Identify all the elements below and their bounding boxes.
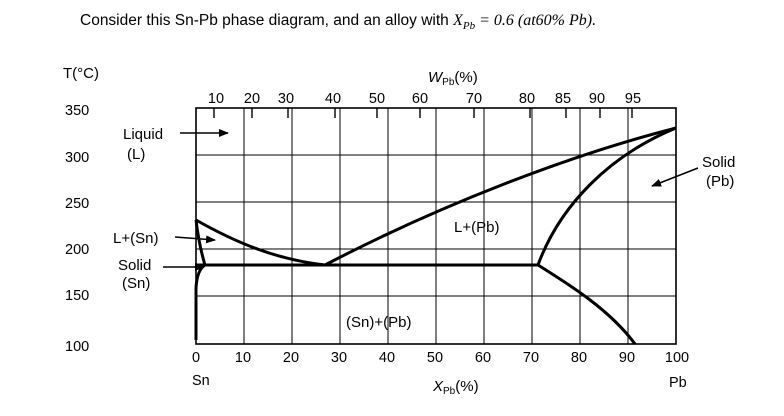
- bottom-tick-labels: 0 10 20 30 40 50 60 70 80 90 100: [192, 350, 689, 366]
- top-axis-label: WPb(%): [428, 69, 478, 88]
- top-ticks: [213, 108, 633, 118]
- y-tick-labels: 350 300 250 200 150 100: [65, 103, 89, 355]
- bottom-tick-60: 60: [475, 350, 491, 366]
- horizontal-grid: [196, 154, 676, 297]
- top-tick-85: 85: [555, 91, 571, 107]
- bottom-tick-100: 100: [665, 350, 689, 366]
- solvus-sn-lower: [194, 263, 206, 340]
- region-liquid: Liquid: [123, 126, 163, 143]
- region-solid-pb-sym: (Pb): [706, 173, 734, 190]
- region-solid-sn: Solid: [118, 257, 151, 274]
- liquidus-pb-side: [324, 126, 677, 267]
- arrow-solid-pb: [651, 167, 699, 187]
- region-solid-sn-sym: (Sn): [122, 275, 150, 292]
- solidus-sn: [194, 219, 207, 266]
- y-tick-200: 200: [65, 242, 89, 258]
- bottom-axis-label: XPb(%): [432, 378, 479, 397]
- bottom-tick-70: 70: [523, 350, 539, 366]
- top-tick-95: 95: [625, 91, 641, 107]
- bottom-tick-20: 20: [283, 350, 299, 366]
- region-sn-pb: (Sn)+(Pb): [346, 314, 411, 331]
- vertical-grid: [243, 108, 629, 344]
- region-solid-pb: Solid: [702, 154, 735, 171]
- left-element-label: Sn: [192, 373, 210, 389]
- top-tick-40: 40: [325, 91, 341, 107]
- label-arrows: [163, 129, 699, 271]
- top-tick-labels: 10 20 30 40 50 60 70 80 85 90 95: [208, 91, 641, 107]
- top-tick-80: 80: [519, 91, 535, 107]
- top-tick-30: 30: [278, 91, 294, 107]
- y-tick-300: 300: [65, 150, 89, 166]
- y-axis-label: T(°C): [63, 65, 99, 82]
- phase-boundaries: [194, 126, 677, 345]
- y-tick-350: 350: [65, 103, 89, 119]
- top-tick-70: 70: [466, 91, 482, 107]
- liquidus-sn-side: [195, 218, 326, 267]
- bottom-tick-0: 0: [192, 350, 200, 366]
- bottom-tick-10: 10: [235, 350, 251, 366]
- solidus-pb: [536, 126, 677, 266]
- y-tick-100: 100: [65, 339, 89, 355]
- top-tick-50: 50: [369, 91, 385, 107]
- bottom-tick-90: 90: [619, 350, 635, 366]
- region-l-pb: L+(Pb): [454, 219, 499, 236]
- bottom-tick-30: 30: [331, 350, 347, 366]
- question-prefix: Consider this Sn-Pb phase diagram, and a…: [80, 12, 454, 29]
- bottom-tick-50: 50: [427, 350, 443, 366]
- top-tick-60: 60: [412, 91, 428, 107]
- top-tick-10: 10: [208, 91, 224, 107]
- question-text: Consider this Sn-Pb phase diagram, and a…: [80, 12, 596, 32]
- top-tick-90: 90: [589, 91, 605, 107]
- region-liquid-sym: (L): [127, 146, 145, 163]
- y-tick-250: 250: [65, 196, 89, 212]
- right-element-label: Pb: [669, 375, 687, 391]
- arrow-l-sn: [174, 235, 216, 244]
- solvus-pb: [537, 263, 637, 345]
- y-tick-150: 150: [65, 288, 89, 304]
- top-tick-20: 20: [244, 91, 260, 107]
- region-l-sn: L+(Sn): [113, 230, 158, 247]
- question-formula: XPb = 0.6 (at60% Pb).: [453, 12, 597, 33]
- bottom-tick-80: 80: [571, 350, 587, 366]
- bottom-tick-40: 40: [379, 350, 395, 366]
